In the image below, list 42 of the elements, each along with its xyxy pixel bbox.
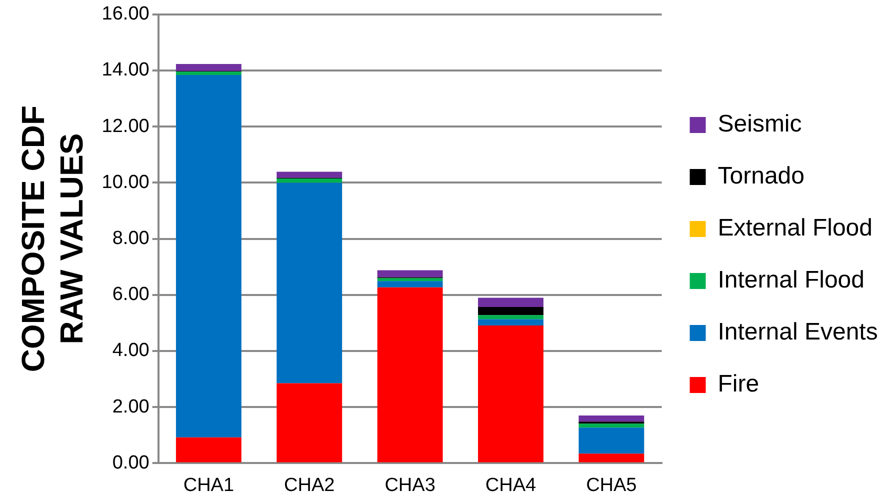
bar xyxy=(478,298,544,307)
legend-label: Tornado xyxy=(718,162,804,190)
bar xyxy=(377,270,443,278)
bar xyxy=(176,72,242,75)
bar xyxy=(578,454,644,462)
y-tick-label: 0.00 xyxy=(112,452,150,474)
bar xyxy=(578,416,644,422)
bar xyxy=(377,287,443,462)
legend-label: Seismic xyxy=(718,110,802,138)
x-tick-label: CHA3 xyxy=(384,474,436,496)
y-tick-label: 6.00 xyxy=(112,284,150,306)
bar xyxy=(276,172,342,178)
y-tick-label: 10.00 xyxy=(102,172,150,193)
bar xyxy=(176,74,242,438)
bar xyxy=(276,178,342,183)
bar xyxy=(377,281,443,288)
legend-label: Internal Events xyxy=(718,318,878,346)
bar xyxy=(276,182,342,384)
x-tick-label: CHA2 xyxy=(284,474,335,496)
legend-label: External Flood xyxy=(718,214,872,242)
y-tick-label: 2.00 xyxy=(112,396,150,418)
y-tick-label: 12.00 xyxy=(102,116,150,137)
bar xyxy=(276,383,342,462)
x-tick-label: CHA1 xyxy=(183,474,234,496)
bar xyxy=(578,424,644,428)
x-tick-label: CHA4 xyxy=(485,474,536,496)
bar xyxy=(478,319,544,326)
bar xyxy=(176,64,242,72)
legend-label: Internal Flood xyxy=(718,266,865,294)
bar xyxy=(377,278,443,282)
y-axis-title: COMPOSITE CDF RAW VALUES xyxy=(15,105,90,372)
legend-label: Fire xyxy=(718,370,760,398)
bar xyxy=(578,428,644,454)
bar xyxy=(478,306,544,316)
bar xyxy=(478,325,544,462)
y-tick-label: 14.00 xyxy=(102,60,150,81)
bar xyxy=(176,437,242,462)
y-tick-label: 4.00 xyxy=(112,340,150,362)
y-tick-label: 16.00 xyxy=(102,4,150,25)
bar xyxy=(478,315,544,320)
y-tick-label: 8.00 xyxy=(112,228,150,250)
x-tick-label: CHA5 xyxy=(586,474,637,496)
